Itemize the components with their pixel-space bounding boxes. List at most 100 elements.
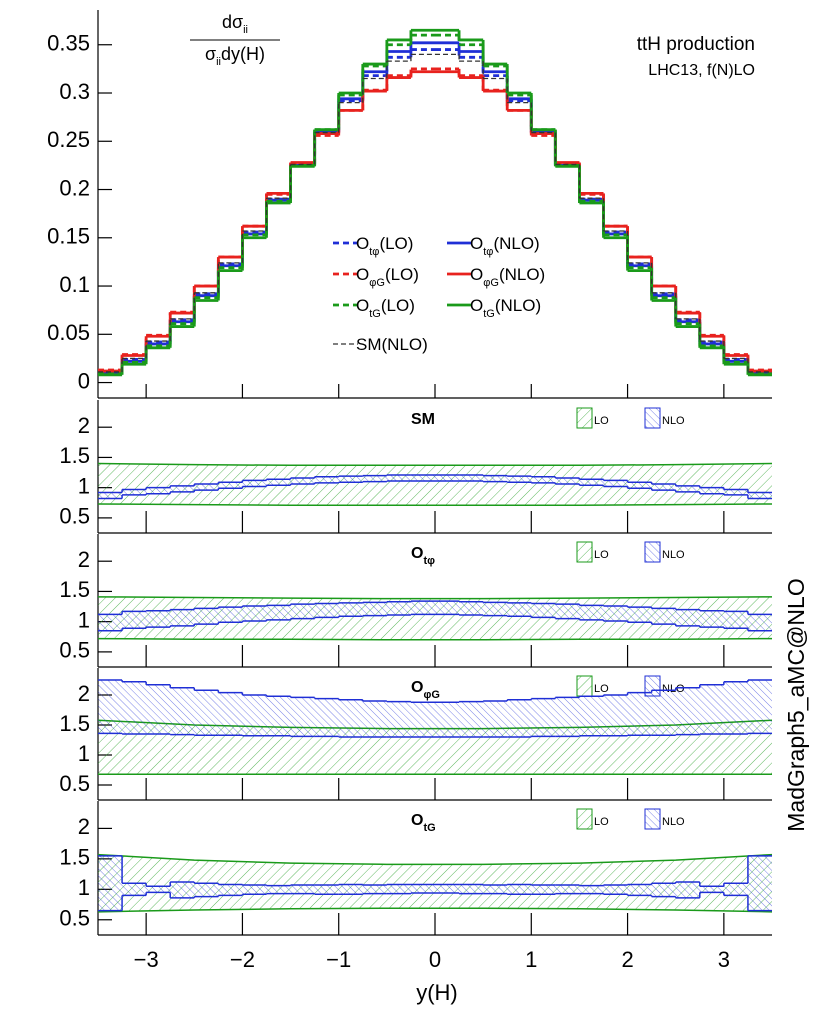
nlo-band-bin bbox=[338, 476, 363, 483]
legend-label: OφG(LO) bbox=[356, 265, 419, 289]
histogram-series bbox=[98, 28, 772, 377]
nlo-band-bin bbox=[98, 680, 123, 734]
nlo-band-bin bbox=[146, 487, 171, 494]
nlo-band-bin bbox=[531, 885, 556, 895]
nlo-band-bin bbox=[603, 695, 628, 736]
lo-band-fill bbox=[98, 463, 772, 506]
nlo-band-bin bbox=[651, 608, 676, 625]
nlo-band-bin bbox=[579, 885, 604, 894]
label-base: SM bbox=[411, 411, 435, 428]
nlo-band-bin bbox=[242, 695, 267, 736]
label-rest: (NLO) bbox=[499, 265, 545, 284]
nlo-band-bin bbox=[675, 609, 700, 626]
label-base: O bbox=[356, 265, 369, 284]
nlo-band-bin bbox=[435, 702, 460, 737]
nlo-band-bin bbox=[410, 702, 435, 737]
histogram-series bbox=[98, 41, 772, 375]
legend-label: LO bbox=[594, 683, 609, 695]
nlo-band-bin bbox=[603, 605, 628, 622]
nlo-band-bin bbox=[459, 601, 484, 616]
legend-label: SM(NLO) bbox=[356, 335, 428, 354]
nlo-band-bin bbox=[531, 698, 556, 737]
nlo-band-bin bbox=[651, 883, 676, 897]
nlo-band-bin bbox=[410, 474, 435, 482]
nlo-band-bin bbox=[290, 885, 315, 894]
x-tick-label: 0 bbox=[429, 947, 441, 972]
y-tick-label: 0.5 bbox=[59, 638, 90, 663]
nlo-band-bin bbox=[386, 701, 411, 737]
legend-swatch bbox=[576, 407, 593, 429]
nlo-band-bin bbox=[627, 607, 652, 623]
histogram-series bbox=[98, 48, 772, 374]
nlo-band-bin bbox=[483, 602, 508, 616]
y-tick-label: 0.05 bbox=[47, 320, 90, 345]
nlo-band bbox=[98, 474, 772, 500]
label: Otφ bbox=[411, 545, 435, 567]
nlo-band-bin bbox=[747, 614, 772, 631]
legend-label: LO bbox=[594, 549, 609, 561]
legend-label: NLO bbox=[662, 816, 685, 828]
nlo-band-bin bbox=[603, 480, 628, 487]
lo-band-upper bbox=[97, 462, 773, 467]
y-tick-label: 1 bbox=[78, 875, 90, 900]
nlo-band-bin bbox=[290, 697, 315, 737]
lo-band-upper bbox=[97, 853, 773, 866]
y-label-den: σiidy(H) bbox=[205, 44, 265, 68]
nlo-band-bin bbox=[459, 884, 484, 894]
legend-label: Otφ(NLO) bbox=[470, 234, 540, 258]
x-tick-label: 3 bbox=[718, 947, 730, 972]
nlo-band-bin bbox=[386, 474, 411, 482]
nlo-band-bin bbox=[170, 687, 195, 735]
nlo-band-bin bbox=[410, 601, 435, 615]
y-tick-label: 0.5 bbox=[59, 906, 90, 931]
y-label-num: dσii bbox=[222, 12, 248, 36]
label-rest: (LO) bbox=[379, 234, 413, 253]
nlo-band-bin bbox=[242, 480, 267, 487]
nlo-band-bin bbox=[723, 681, 748, 734]
nlo-band-bin bbox=[699, 610, 724, 628]
nlo-band-bin bbox=[362, 885, 387, 894]
label-base: σ bbox=[205, 44, 216, 64]
annotation: LHC13, f(N)LO bbox=[648, 62, 755, 79]
nlo-band-bin bbox=[579, 696, 604, 736]
nlo-band-bin bbox=[507, 476, 532, 483]
x-tick-label: −3 bbox=[134, 947, 159, 972]
label-sub: ii bbox=[243, 24, 248, 36]
nlo-band-bin bbox=[507, 602, 532, 617]
nlo-band-bin bbox=[459, 474, 484, 482]
nlo-band-bin bbox=[194, 484, 219, 491]
x-tick-label: 1 bbox=[525, 947, 537, 972]
legend-label: LO bbox=[594, 415, 609, 427]
nlo-band-bin bbox=[122, 489, 147, 495]
legend-label: OφG(NLO) bbox=[470, 265, 545, 289]
nlo-band-bin bbox=[723, 611, 748, 629]
nlo-band-bin bbox=[98, 614, 123, 631]
lo-band-lower bbox=[97, 907, 773, 913]
nlo-band-bin bbox=[290, 477, 315, 485]
y-tick-label: 1 bbox=[78, 741, 90, 766]
nlo-band-bin bbox=[747, 680, 772, 734]
nlo-band-bin bbox=[675, 687, 700, 735]
histogram-series bbox=[98, 53, 772, 373]
nlo-band-bin bbox=[314, 885, 339, 895]
label-sub: tφ bbox=[423, 555, 435, 567]
nlo-band-bin bbox=[338, 699, 363, 737]
nlo-band-bin bbox=[507, 884, 532, 895]
nlo-band-bin bbox=[122, 611, 147, 629]
legend-swatch bbox=[644, 808, 661, 830]
nlo-band-bin bbox=[627, 692, 652, 736]
y-tick-label: 0.2 bbox=[59, 175, 90, 200]
label-rest: (NLO) bbox=[495, 296, 541, 315]
nlo-band-bin bbox=[362, 701, 387, 737]
histogram-series bbox=[98, 67, 772, 372]
y-tick-label: 0.35 bbox=[47, 31, 90, 56]
nlo-band-bin bbox=[747, 492, 772, 499]
annotation: ttH production bbox=[637, 34, 755, 55]
label-sub: tφ bbox=[369, 246, 379, 258]
label-base: O bbox=[470, 296, 483, 315]
nlo-band-bin bbox=[170, 485, 195, 492]
label-rest: dy(H) bbox=[221, 44, 265, 64]
legend-label: NLO bbox=[662, 549, 685, 561]
x-tick-label: 2 bbox=[621, 947, 633, 972]
lo-band-lower bbox=[97, 637, 773, 641]
